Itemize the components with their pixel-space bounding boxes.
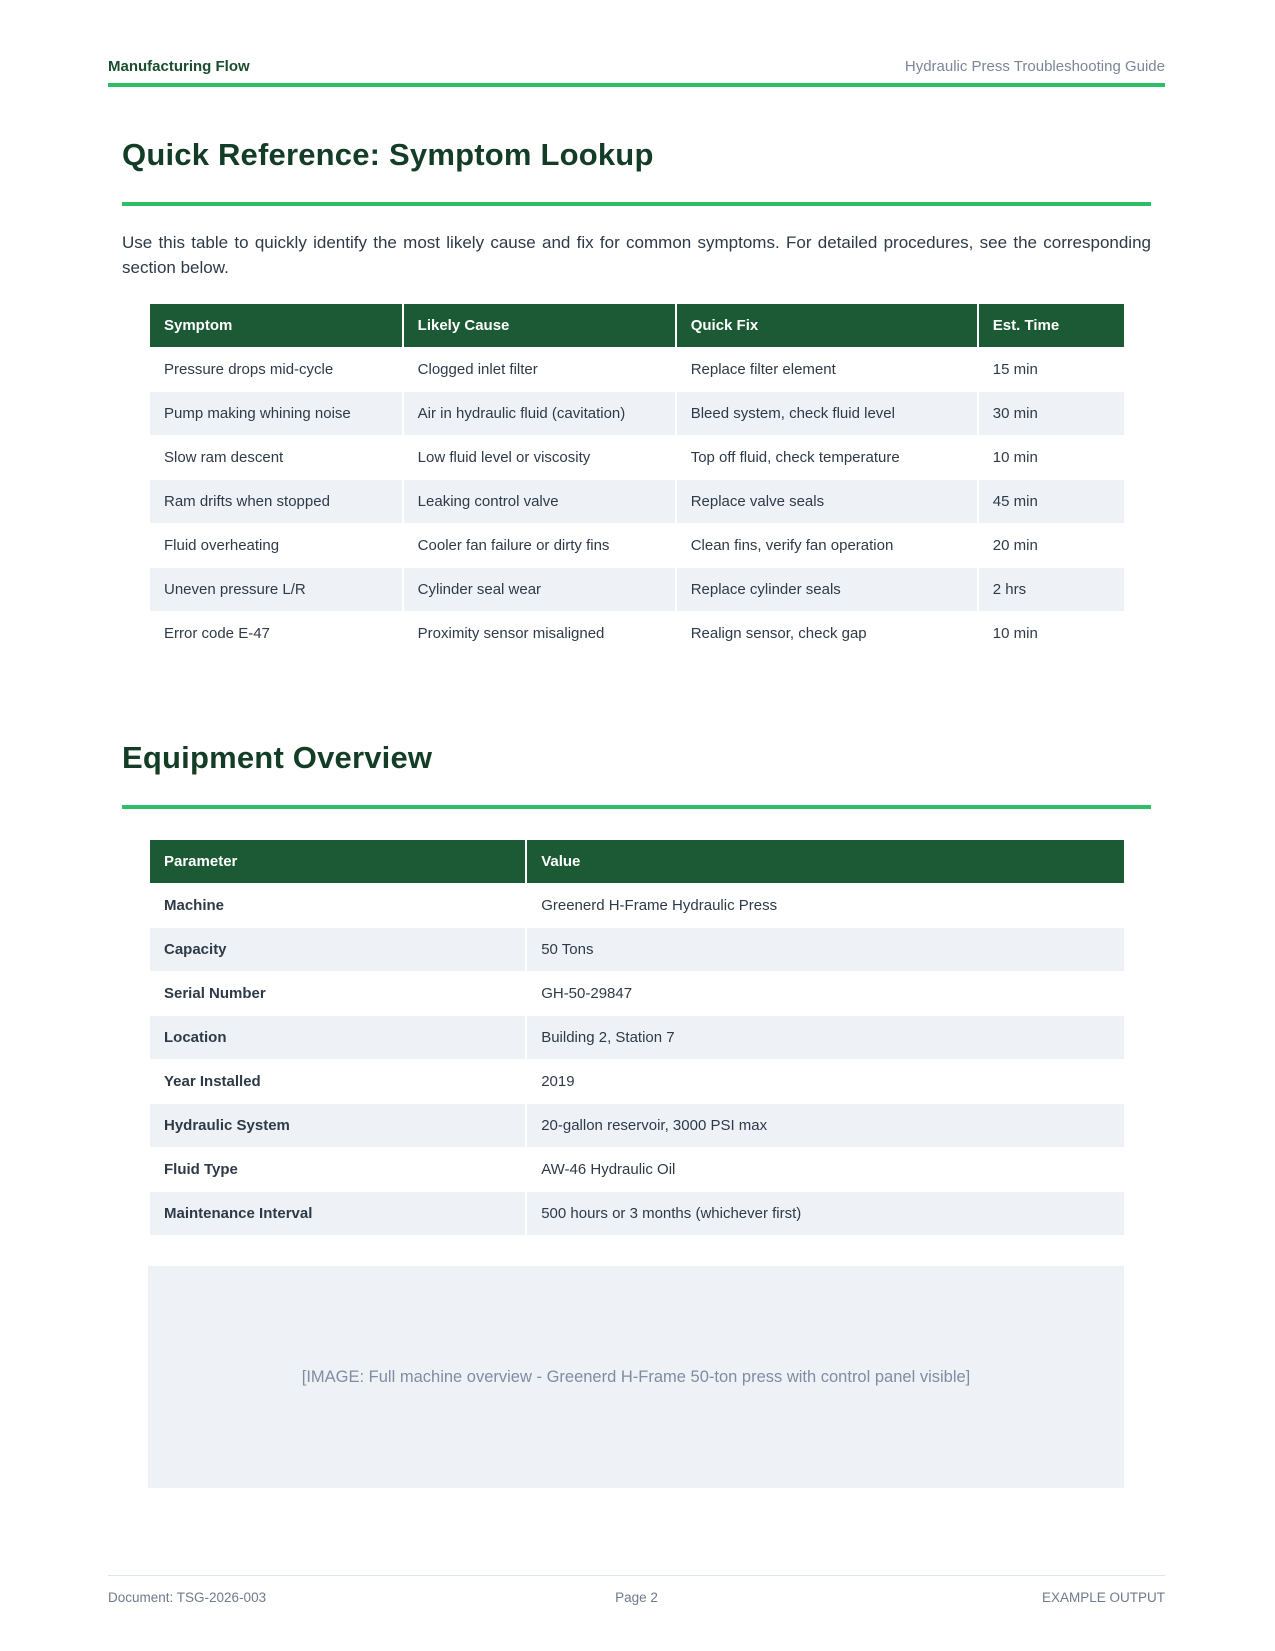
footer-watermark: EXAMPLE OUTPUT [1041,1590,1165,1605]
table-cell: GH-50-29847 [527,972,1124,1015]
section-title-symptom-lookup: Quick Reference: Symptom Lookup [122,137,654,172]
table-cell: Uneven pressure L/R [150,568,402,611]
table-row: Pump making whining noise Air in hydrauli… [150,392,1124,435]
table-cell: 500 hours or 3 months (whichever first) [527,1192,1124,1235]
table-row: Error code E-47 Proximity sensor misalign… [150,612,1124,655]
table-cell: Pump making whining noise [150,392,402,435]
table-row: Year Installed 2019 [150,1060,1124,1103]
page-header: Manufacturing Flow Hydraulic Press Troub… [108,58,1165,87]
table-cell: AW-46 Hydraulic Oil [527,1148,1124,1191]
table-row: Slow ram descent Low fluid level or visco… [150,436,1124,479]
image-placeholder-box: [IMAGE: Full machine overview - Greenerd… [148,1266,1124,1488]
table-cell: Serial Number [150,972,526,1015]
intro-paragraph: Use this table to quickly identify the m… [122,233,1151,277]
table-cell: 10 min [978,436,1124,479]
header-document-title: Manufacturing Flow [108,58,250,75]
table-cell: 20-gallon reservoir, 3000 PSI max [527,1104,1124,1147]
table-cell: Ram drifts when stopped [150,480,402,523]
table-row: Ram drifts when stopped Leaking control v… [150,480,1124,523]
section-title-equipment-overview: Equipment Overview [122,740,433,775]
table-cell: Air in hydraulic fluid (cavitation) [403,392,675,435]
table-cell: Realign sensor, check gap [676,612,977,655]
symptom-lookup-table: Symptom Likely Cause Quick Fix Est. Time Pre… [148,303,1126,656]
table-cell: Error code E-47 [150,612,402,655]
table-cell: Building 2, Station 7 [527,1016,1124,1059]
table-cell: 30 min [978,392,1124,435]
title-underline-rule [122,805,1151,809]
table-cell: 15 min [978,348,1124,391]
table-row: Fluid Type AW-46 Hydraulic Oil [150,1148,1124,1191]
table-cell: Top off fluid, check temperature [676,436,977,479]
table-row: Maintenance Interval 500 hours or 3 month… [150,1192,1124,1235]
table-cell: Clogged inlet filter [403,348,675,391]
equipment-overview-table: Parameter Value Machine Greenerd H-Frame Hy… [148,839,1126,1236]
title-underline-rule [122,202,1151,206]
table-cell: Capacity [150,928,526,971]
section-equipment-overview: Equipment Overview Parameter Value Machine… [108,740,1165,1488]
table-cell: 50 Tons [527,928,1124,971]
column-header: Parameter [150,840,526,883]
footer-page-number: Page 2 [615,1590,658,1605]
column-header: Quick Fix [676,304,977,347]
table-cell: Replace filter element [676,348,977,391]
table-row: Pressure drops mid-cycle Clogged inlet fi… [150,348,1124,391]
column-header: Likely Cause [403,304,675,347]
table-row: Machine Greenerd H-Frame Hydraulic Press [150,884,1124,927]
table-cell: Year Installed [150,1060,526,1103]
table-cell: Proximity sensor misaligned [403,612,675,655]
table-cell: Fluid Type [150,1148,526,1191]
table-cell: Slow ram descent [150,436,402,479]
section-symptom-lookup: Quick Reference: Symptom Lookup Use this… [108,137,1165,656]
table-header-row: Parameter Value [150,840,1124,883]
table-header-row: Symptom Likely Cause Quick Fix Est. Time [150,304,1124,347]
table-cell: Location [150,1016,526,1059]
table-cell: 45 min [978,480,1124,523]
table-cell: 20 min [978,524,1124,567]
image-placeholder-caption: [IMAGE: Full machine overview - Greenerd… [301,1367,971,1386]
table-cell: Replace cylinder seals [676,568,977,611]
table-cell: Clean fins, verify fan operation [676,524,977,567]
table-cell: 2019 [527,1060,1124,1103]
table-cell: 2 hrs [978,568,1124,611]
column-header: Est. Time [978,304,1124,347]
table-row: Fluid overheating Cooler fan failure or d… [150,524,1124,567]
header-guide-title: Hydraulic Press Troubleshooting Guide [904,58,1165,75]
table-cell: 10 min [978,612,1124,655]
table-cell: Hydraulic System [150,1104,526,1147]
footer-document-id: Document: TSG-2026-003 [108,1590,267,1605]
table-row: Capacity 50 Tons [150,928,1124,971]
table-cell: Fluid overheating [150,524,402,567]
table-cell: Bleed system, check fluid level [676,392,977,435]
page-footer: Document: TSG-2026-003 Page 2 EXAMPLE OU… [108,1575,1165,1605]
table-cell: Replace valve seals [676,480,977,523]
table-cell: Cylinder seal wear [403,568,675,611]
table-row: Uneven pressure L/R Cylinder seal wear Rep… [150,568,1124,611]
column-header: Symptom [150,304,402,347]
table-cell: Greenerd H-Frame Hydraulic Press [527,884,1124,927]
table-row: Serial Number GH-50-29847 [150,972,1124,1015]
table-cell: Low fluid level or viscosity [403,436,675,479]
table-cell: Leaking control valve [403,480,675,523]
table-cell: Cooler fan failure or dirty fins [403,524,675,567]
table-row: Hydraulic System 20-gallon reservoir, 300… [150,1104,1124,1147]
column-header: Value [527,840,1124,883]
table-cell: Maintenance Interval [150,1192,526,1235]
table-row: Location Building 2, Station 7 [150,1016,1124,1059]
table-cell: Machine [150,884,526,927]
table-cell: Pressure drops mid-cycle [150,348,402,391]
